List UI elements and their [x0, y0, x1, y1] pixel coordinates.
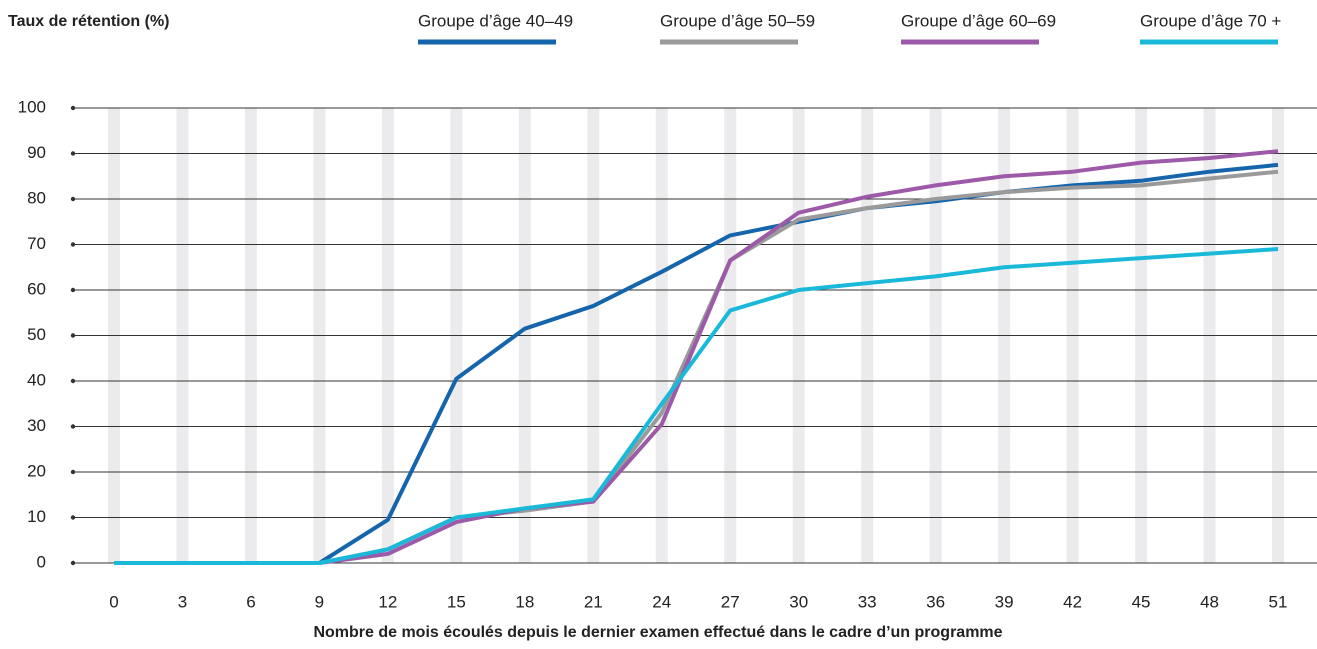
x-tick-label: 21 — [584, 592, 603, 611]
x-tick-label: 30 — [789, 592, 808, 611]
x-tick-label: 27 — [721, 592, 740, 611]
series-line — [114, 169, 1279, 565]
y-tick-label: 40 — [27, 370, 46, 389]
y-tick-dot — [70, 515, 76, 520]
y-tick-dot — [70, 333, 76, 338]
y-tick-label: 90 — [27, 143, 46, 162]
legend-label: Groupe d’âge 60–69 — [901, 11, 1056, 30]
legend-label: Groupe d’âge 40–49 — [418, 11, 573, 30]
y-tick-dot — [70, 469, 76, 475]
y-tick-label: 80 — [27, 188, 46, 207]
y-tick-dot — [70, 105, 76, 111]
x-tick-label: 48 — [1200, 592, 1219, 611]
x-tick-label: 0 — [109, 592, 118, 611]
x-tick-label: 45 — [1132, 592, 1151, 611]
series-line — [114, 247, 1279, 565]
y-tick-label: 100 — [18, 97, 46, 116]
x-tick-label: 33 — [858, 592, 877, 611]
y-tick-dot — [70, 196, 76, 202]
y-tick-label: 10 — [27, 507, 46, 526]
x-tick-label: 18 — [515, 592, 534, 611]
legend-label: Groupe d’âge 70 + — [1140, 11, 1281, 30]
series-line — [114, 162, 1279, 565]
y-tick-label: 60 — [27, 279, 46, 298]
x-tick-label: 15 — [447, 592, 466, 611]
y-tick-dot — [70, 560, 76, 566]
y-tick-label: 50 — [27, 325, 46, 344]
y-tick-dot — [70, 424, 76, 429]
y-tick-dot — [70, 287, 76, 293]
x-tick-label: 51 — [1269, 592, 1288, 611]
x-tick-label: 6 — [246, 592, 255, 611]
y-tick-dot — [70, 378, 76, 384]
legend-label: Groupe d’âge 50–59 — [660, 11, 815, 30]
y-tick-label: 70 — [27, 234, 46, 253]
x-tick-label: 24 — [652, 592, 671, 611]
y-tick-label: 30 — [27, 416, 46, 435]
x-tick-label: 39 — [995, 592, 1014, 611]
x-tick-label: 3 — [178, 592, 187, 611]
x-tick-label: 9 — [315, 592, 324, 611]
x-tick-label: 42 — [1063, 592, 1082, 611]
y-tick-dot — [70, 151, 76, 156]
chart-title: Taux de rétention (%) — [8, 13, 170, 30]
y-tick-dot — [70, 242, 76, 247]
y-tick-label: 20 — [27, 461, 46, 480]
x-tick-label: 12 — [378, 592, 397, 611]
y-tick-label: 0 — [37, 552, 46, 571]
x-axis-label: Nombre de mois écoulés depuis le dernier… — [313, 624, 1002, 641]
x-tick-label: 36 — [926, 592, 945, 611]
